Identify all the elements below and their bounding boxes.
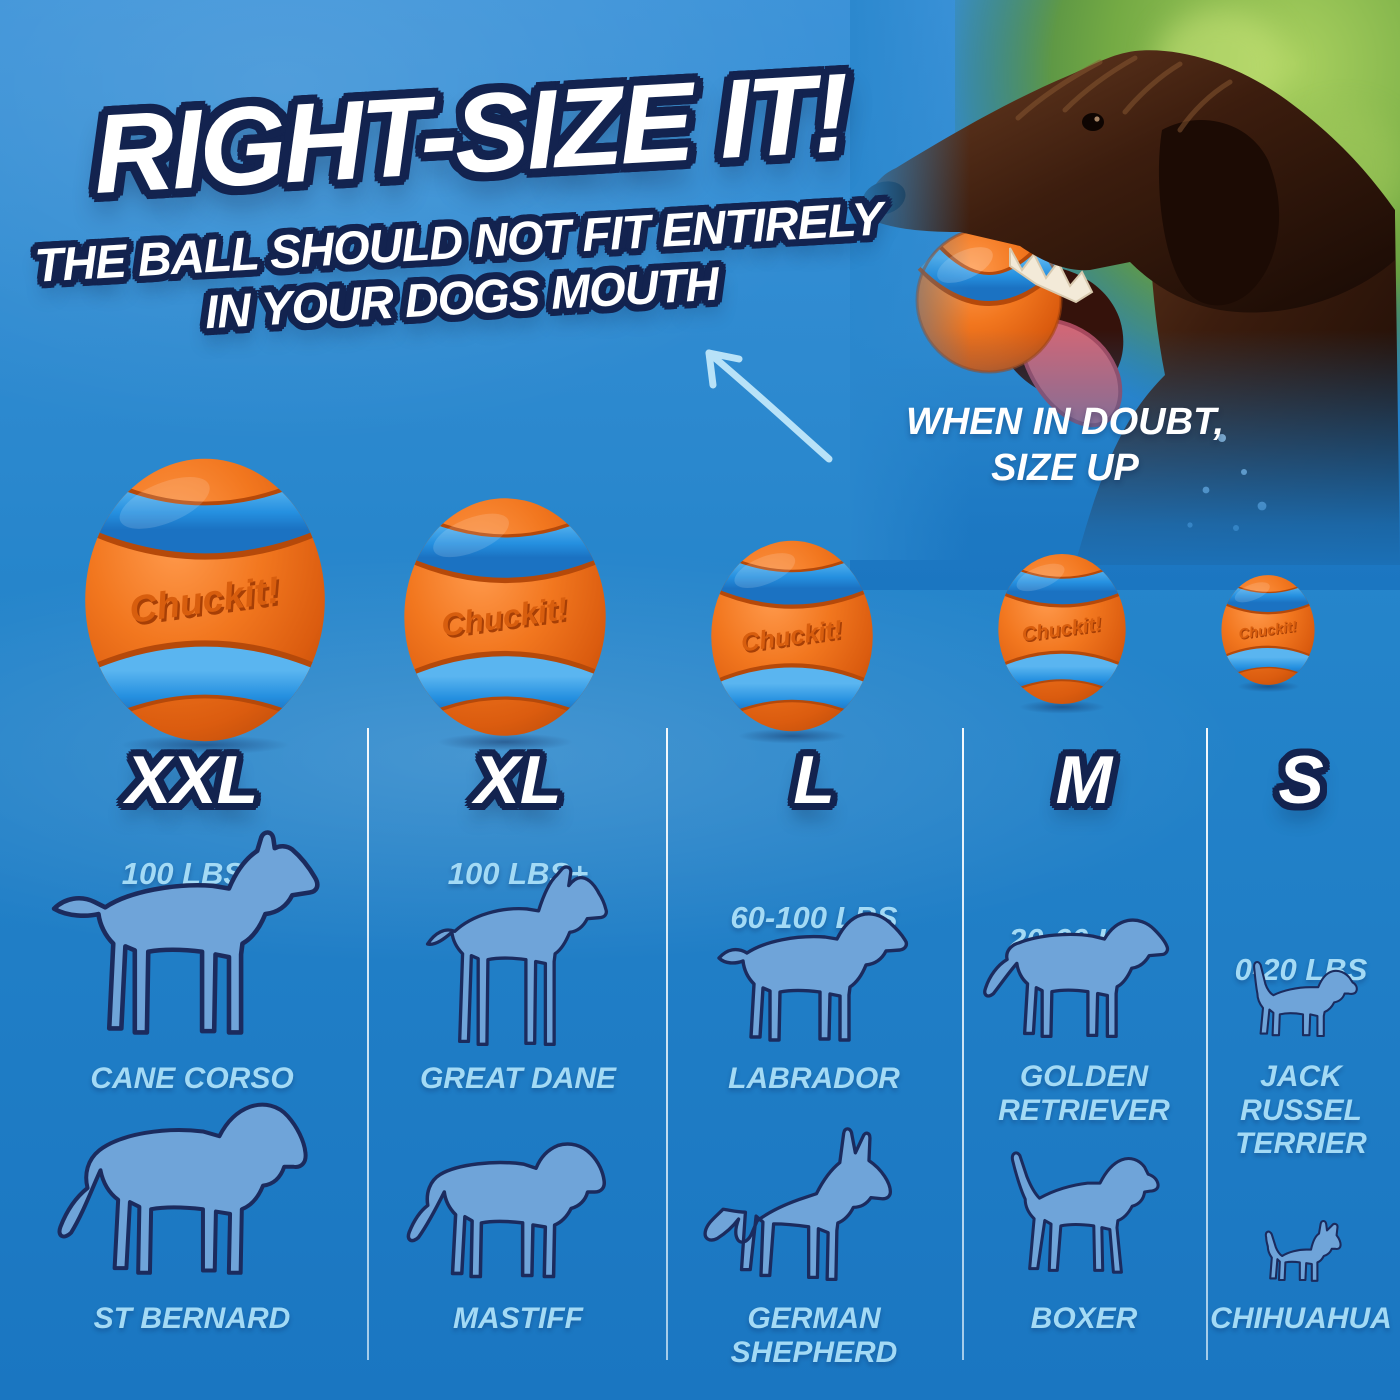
dog-silhouette-mastiff [402, 1120, 634, 1292]
breed-name: CHIHUAHUA [1210, 1302, 1392, 1335]
page-title: RIGHT-SIZE IT! [89, 50, 851, 217]
dog-silhouette-labrador [696, 894, 930, 1054]
column-divider [666, 728, 668, 1360]
dog-eye [1082, 113, 1104, 131]
dog-silhouette-cane-corso [46, 812, 342, 1054]
breed-name: CANE CORSO [90, 1062, 294, 1095]
dog-silhouette-great-dane [410, 810, 634, 1056]
tip-line-1: WHEN IN DOUBT, [905, 401, 1225, 443]
breed-name: BOXER [1030, 1302, 1138, 1335]
size-label: XL [474, 742, 562, 818]
size-column-s: S 0-20 lbs JACK RUSSEL TERRIER CHIHUAHUA [1208, 730, 1394, 1380]
tip-line-2: SIZE UP [991, 446, 1139, 489]
dog-ear [1158, 120, 1280, 306]
size-label: XXL [125, 742, 259, 818]
size-label: L [793, 742, 835, 818]
breed-name: GREAT DANE [419, 1062, 617, 1095]
size-column-l: L 60-100 lbs LABRADOR GERMAN SHEPHERD [668, 730, 960, 1380]
dog-silhouette-st-bernard [40, 1082, 340, 1294]
ball-shadow-l [720, 726, 865, 746]
dog-silhouette-jack-russell-terrier [1235, 944, 1367, 1044]
column-divider [962, 728, 964, 1360]
breed-name: LABRADOR [728, 1062, 900, 1095]
size-column-m: M 20-60 lbs GOLDEN RETRIEVER BOXER [964, 730, 1204, 1380]
fur-highlights [1015, 55, 1233, 133]
ball-s: Chuckit! Chuckit! [1219, 572, 1317, 688]
size-column-xl: XL 100 lbs+ GREAT DANE MASTIFF [372, 730, 664, 1380]
column-divider [1206, 728, 1208, 1360]
dog-silhouette-chihuahua [1255, 1210, 1347, 1288]
breed-name: GERMAN SHEPHERD [730, 1302, 898, 1369]
breed-name: ST BERNARD [93, 1302, 291, 1335]
breed-name: MASTIFF [453, 1302, 583, 1335]
curved-arrow-icon [683, 333, 835, 465]
ball-shadow-s [1227, 679, 1310, 694]
dog-teeth [1009, 247, 1094, 304]
dog-silhouette-boxer [986, 1132, 1182, 1290]
photo-left-fade [850, 0, 970, 560]
ball-l: Chuckit! Chuckit! [707, 536, 877, 736]
ball-m: Chuckit! Chuckit! [995, 550, 1129, 708]
page-subtitle: THE BALL SHOULD NOT FIT ENTIRELY IN YOUR… [33, 190, 888, 350]
size-label: M [1055, 742, 1113, 818]
ball-xl: Chuckit! Chuckit! [399, 492, 611, 742]
tip-text: WHEN IN DOUBT, SIZE UP [830, 400, 1300, 491]
breed-name: GOLDEN RETRIEVER [998, 1060, 1170, 1127]
breed-name: JACK RUSSEL TERRIER [1235, 1060, 1367, 1161]
dog-silhouette-german-shepherd [694, 1112, 934, 1292]
size-label: S [1278, 742, 1324, 818]
dog-silhouette-golden-retriever [981, 904, 1187, 1050]
ball-shadow-m [1005, 698, 1119, 716]
size-column-xxl: XXL 100 lbs+ CANE CORSO ST BERNARD [18, 730, 366, 1380]
column-divider [367, 728, 369, 1360]
ball-xxl: Chuckit! Chuckit! [73, 455, 337, 745]
